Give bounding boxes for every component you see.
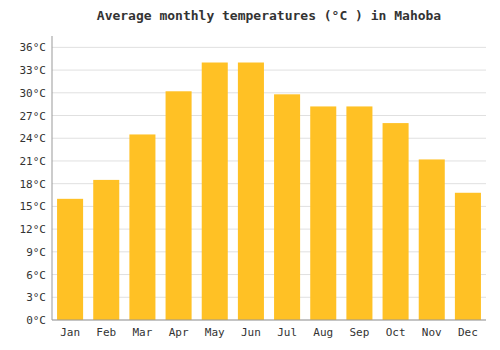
y-tick-label: 9°C [26, 246, 46, 259]
title: Average monthly temperatures (°C ) in Ma… [97, 8, 442, 23]
y-tick-label: 24°C [20, 132, 47, 145]
y-tick-label: 0°C [26, 314, 46, 327]
y-tick-label: 3°C [26, 291, 46, 304]
bar [166, 91, 192, 320]
x-tick-label: Aug [313, 326, 333, 339]
x-tick-label: Dec [458, 326, 478, 339]
grid-line [52, 47, 486, 48]
x-tick-label: May [205, 326, 225, 339]
bar [57, 199, 83, 320]
bar [274, 94, 300, 320]
y-tick-label: 27°C [20, 110, 47, 123]
chart-svg: Average monthly temperatures (°C ) in Ma… [0, 0, 500, 350]
bar [310, 106, 336, 320]
x-tick-label: Nov [422, 326, 442, 339]
bar [202, 63, 228, 320]
y-tick-label: 15°C [20, 200, 47, 213]
x-tick-labels: Jan Feb Mar Apr May Jun Jul Aug Sep Oct Nov Dec [60, 326, 478, 339]
x-tick-label: Mar [132, 326, 152, 339]
grid-line [52, 92, 486, 93]
chart-container: Average monthly temperatures (°C ) in Ma… [0, 0, 500, 350]
x-tick-label: Apr [169, 326, 189, 339]
bar [455, 193, 481, 320]
y-tick-label: 18°C [20, 178, 47, 191]
x-tick-label: Oct [386, 326, 406, 339]
x-tick-label: Sep [349, 326, 369, 339]
y-tick-label: 36°C [20, 41, 47, 54]
x-tick-label: Feb [96, 326, 116, 339]
bar [238, 63, 264, 320]
y-tick-label: 6°C [26, 269, 46, 282]
bars [57, 63, 481, 320]
bar [383, 123, 409, 320]
grid-line [52, 320, 486, 321]
x-tick-label: Jan [60, 326, 80, 339]
bar [93, 180, 119, 320]
y-axis-line [52, 36, 53, 320]
x-tick-label: Jul [277, 326, 297, 339]
grid-line [52, 138, 486, 139]
grid [52, 47, 486, 320]
x-tick-label: Jun [241, 326, 261, 339]
y-tick-labels: 0°C 3°C 6°C 9°C 12°C 15°C 18°C 21°C 24°C 27°C 30°C… [20, 41, 47, 327]
bar [346, 106, 372, 320]
bar [419, 159, 445, 320]
axes [52, 36, 486, 320]
y-tick-label: 30°C [20, 87, 47, 100]
bar [129, 134, 155, 320]
y-tick-label: 21°C [20, 155, 47, 168]
x-axis-line [52, 320, 486, 321]
grid-line [52, 70, 486, 71]
y-tick-label: 12°C [20, 223, 47, 236]
grid-line [52, 115, 486, 116]
y-tick-label: 33°C [20, 64, 47, 77]
